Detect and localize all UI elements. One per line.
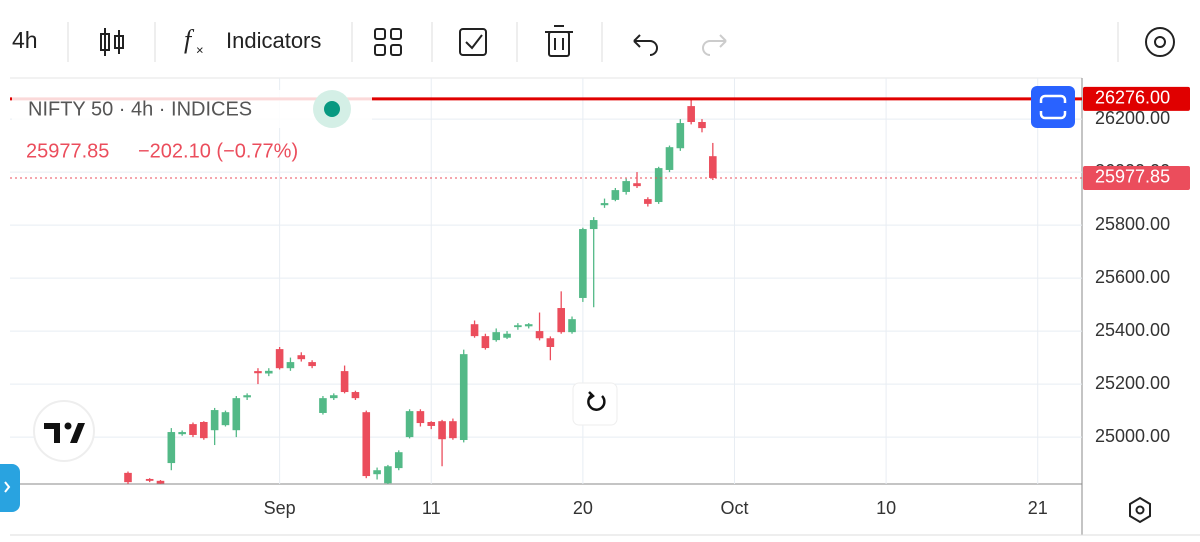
candle-body: [124, 472, 132, 483]
legend-bg: [12, 90, 372, 128]
undo-button[interactable]: [633, 34, 658, 56]
candle-body: [416, 411, 425, 424]
candle-body: [394, 452, 403, 469]
legend-change: −202.10 (−0.77%): [138, 140, 298, 162]
candle-body: [568, 319, 576, 333]
candle-body: [665, 147, 674, 170]
logo[interactable]: [33, 400, 95, 462]
x-tick-label: 11: [422, 498, 441, 518]
candle-body: [427, 421, 436, 426]
y-tick-label: 25800.00: [1095, 214, 1170, 234]
candle-body: [481, 336, 490, 349]
candle-body: [449, 421, 457, 439]
candle-body: [654, 168, 663, 203]
candle-body: [557, 308, 565, 333]
candle-body: [514, 325, 522, 328]
candle-body: [589, 220, 598, 230]
x-tick-label: Oct: [720, 498, 748, 518]
candle-body: [308, 362, 316, 367]
chart-settings-button[interactable]: [1129, 496, 1151, 524]
candle-body: [362, 412, 371, 477]
candle-body: [611, 190, 620, 200]
candle-body: [156, 480, 165, 484]
candle-body: [633, 183, 641, 187]
x-tick-label: 10: [876, 498, 896, 518]
side-panel-tab[interactable]: [0, 464, 20, 512]
candle-body: [243, 395, 251, 398]
chart-settings-icon: [1135, 505, 1145, 515]
candle-body: [351, 392, 360, 399]
watchlist-button[interactable]: [459, 28, 487, 56]
candle-body: [221, 412, 230, 426]
candle-body: [275, 349, 284, 369]
alert-label: 26276.00: [1095, 88, 1170, 108]
candle-body: [297, 355, 306, 360]
logo-mark: [64, 422, 72, 430]
fx-icon: ×: [196, 42, 204, 57]
candle-body: [254, 371, 262, 374]
y-tick-label: 25200.00: [1095, 373, 1170, 393]
candle-body: [644, 199, 652, 204]
reset-button[interactable]: [572, 382, 618, 426]
candle-body: [178, 432, 186, 435]
last-price-label: 25977.85: [1095, 167, 1170, 187]
candle-body: [676, 123, 685, 149]
y-tick-label: 25600.00: [1095, 267, 1170, 287]
x-tick-label: 20: [573, 498, 593, 518]
candle-body: [373, 470, 381, 475]
candle-body: [492, 332, 501, 341]
candle-body: [145, 478, 154, 481]
candle-body: [579, 229, 587, 298]
fx-icon: f: [184, 25, 195, 54]
candle-body: [189, 424, 197, 435]
candle-body: [319, 398, 327, 413]
redo-button[interactable]: [702, 34, 727, 56]
last-price-tag: [1083, 165, 1190, 190]
side-panel-icon: [4, 481, 11, 493]
y-tick-label: 25400.00: [1095, 320, 1170, 340]
toolbar: 4h f × Indicators: [12, 22, 1175, 62]
candle-body: [546, 338, 555, 347]
candle-body: [459, 354, 468, 441]
settings-button[interactable]: [1145, 27, 1175, 57]
candle-body: [470, 324, 479, 337]
interval-button[interactable]: 4h: [12, 27, 38, 53]
candle-body: [535, 331, 544, 339]
candle-body: [286, 362, 295, 369]
logo-mark: [44, 423, 85, 443]
reset-icon: [587, 391, 606, 411]
candle-body: [709, 156, 717, 178]
chart-type-button[interactable]: [100, 28, 124, 56]
candle-body: [524, 324, 533, 327]
alert-tag: [1083, 86, 1190, 111]
plot: [124, 98, 717, 484]
layout-button[interactable]: [374, 28, 402, 56]
candle-body: [329, 395, 338, 399]
candle-body: [622, 181, 630, 192]
candle-body: [503, 333, 511, 338]
candle-body: [438, 421, 446, 440]
x-tick-label: Sep: [264, 498, 296, 518]
candle-body: [264, 370, 273, 374]
candle-body: [167, 432, 176, 464]
candle-body: [600, 203, 609, 206]
candle-body: [200, 421, 208, 439]
x-tick-label: 21: [1028, 498, 1048, 518]
candle-body: [340, 371, 349, 393]
candle-body: [687, 106, 695, 122]
candle-body: [698, 121, 706, 129]
indicators-button[interactable]: Indicators: [226, 28, 321, 53]
candle-body: [405, 411, 414, 438]
market-status[interactable]: [324, 101, 340, 117]
legend-price: 25977.85: [26, 140, 109, 162]
symbol-label: NIFTY 50 · 4h · INDICES: [28, 98, 252, 120]
y-tick-label: 25000.00: [1095, 426, 1170, 446]
candle-body: [384, 466, 392, 484]
y-tick-label: 26200.00: [1095, 108, 1170, 128]
delete-button[interactable]: [545, 25, 573, 57]
candle-body: [210, 410, 219, 431]
candle-body: [232, 398, 241, 431]
